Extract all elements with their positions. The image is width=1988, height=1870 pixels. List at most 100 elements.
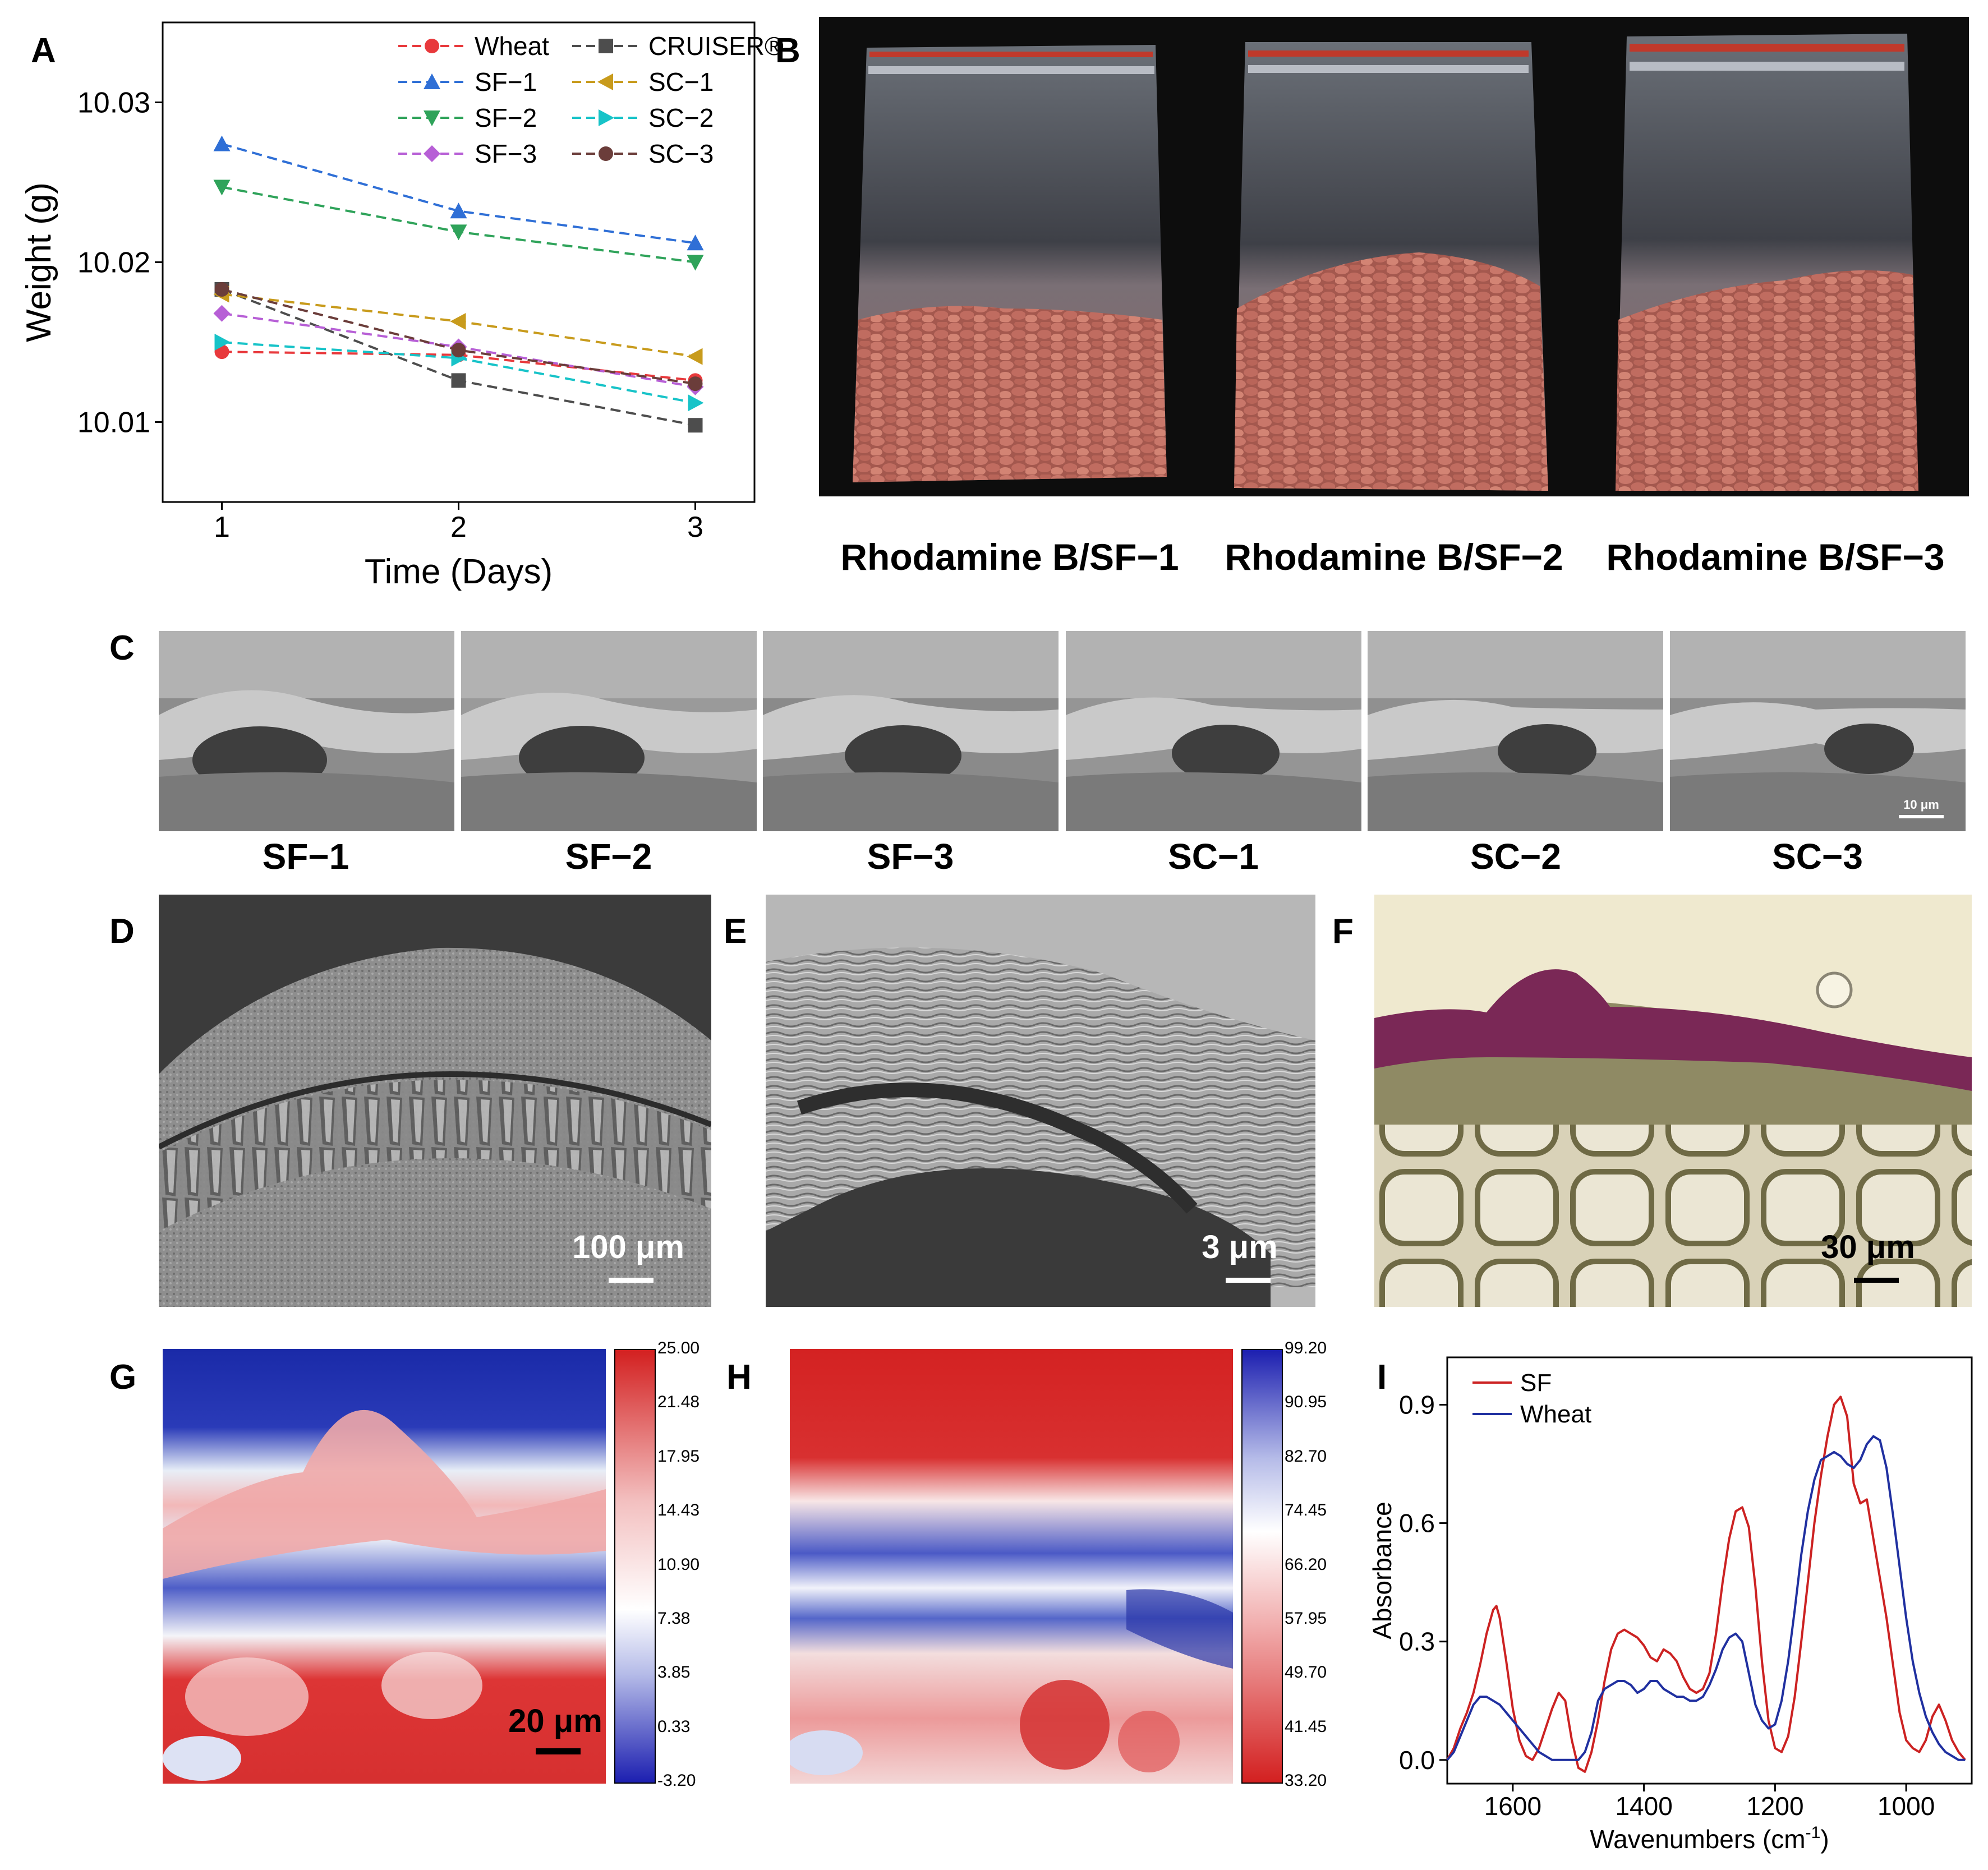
scalebar-label-e: 3 μm [1202, 1229, 1278, 1265]
caption-sf1: SF−1 [262, 836, 349, 877]
colorbar-tick-label: -3.20 [657, 1771, 696, 1790]
legend-item: SC−1 [572, 67, 714, 96]
data-point [687, 348, 703, 365]
caption-rhodamine-sf3: Rhodamine B/SF−3 [1606, 536, 1945, 578]
y-axis-label: Absorbance [1368, 1501, 1397, 1639]
colorbar-tick-label: 49.70 [1285, 1663, 1327, 1682]
data-point [214, 282, 229, 297]
legend-label: Wheat [1520, 1401, 1591, 1428]
sem-image-2 [461, 631, 757, 831]
scalebar-c [1899, 815, 1944, 818]
data-point [451, 343, 466, 358]
y-tick-label: 10.03 [77, 87, 150, 119]
colorbar-tick-label: 3.85 [657, 1663, 691, 1682]
y-tick-label: 10.02 [77, 247, 150, 279]
series-2 [213, 135, 704, 251]
data-point [451, 373, 466, 388]
colorbar-tick-label: 90.95 [1285, 1393, 1327, 1412]
sem-seed-overview [159, 895, 711, 1307]
series-5 [214, 334, 704, 412]
data-point [688, 418, 703, 433]
colorbar-tick-label: 25.00 [657, 1339, 700, 1357]
caption-sc2: SC−2 [1470, 836, 1561, 877]
y-tick-label: 10.01 [77, 407, 150, 439]
spectrum-sf [1446, 1395, 1966, 1773]
panel-i-ftir-chart: 1600 1400 1200 1000 0.0 0.3 0.6 0.9 Wavenumbers … [1368, 1356, 1973, 1854]
data-point [213, 179, 231, 196]
colorbar-tick-label: 66.20 [1285, 1555, 1327, 1574]
scalebar-d [609, 1278, 654, 1283]
legend-label: SF−2 [475, 103, 537, 132]
sem-image-6 [1670, 631, 1966, 831]
scalebar-label-d: 100 μm [572, 1229, 684, 1265]
panel-letter-e: E [724, 912, 747, 951]
scalebar-e [1226, 1278, 1271, 1283]
colorbar-tick-label: 17.95 [657, 1447, 700, 1466]
legend-item: Wheat [398, 31, 549, 61]
x-axis-label-main: Wavenumbers (cm [1590, 1825, 1805, 1854]
x-axis-label: Time (Days) [365, 552, 553, 591]
colorbar-tick-label: 7.38 [657, 1609, 691, 1628]
panel-letter-a: A [31, 31, 56, 70]
legend-item: SF−1 [398, 67, 537, 96]
data-point [214, 334, 231, 351]
colorbar-tick-label: 41.45 [1285, 1717, 1327, 1736]
legend-label: SF−1 [475, 67, 537, 96]
legend-marker [599, 39, 613, 53]
legend-marker [599, 109, 614, 126]
data-point [450, 312, 466, 330]
panel-letter-c: C [109, 629, 135, 667]
colorbar-g-ticks: 25.00 21.48 17.95 14.43 10.90 7.38 3.85 0.33 -3.… [657, 1339, 736, 1790]
series-7 [214, 282, 703, 391]
data-point [450, 224, 467, 241]
panel-letter-g: G [109, 1358, 137, 1397]
legend-label: SF−3 [475, 139, 537, 168]
legend-label: SC−3 [648, 139, 714, 168]
legend-marker [424, 73, 440, 89]
legend-label: Wheat [475, 31, 549, 61]
seed-bag-1 [853, 45, 1167, 482]
colorbar-tick-label: 74.45 [1285, 1501, 1327, 1520]
panel-letter-f: F [1332, 912, 1354, 951]
x-tick-label: 1000 [1877, 1791, 1935, 1821]
data-point [688, 376, 703, 391]
legend-marker [425, 39, 439, 53]
data-point [213, 135, 231, 151]
colorbar-g [614, 1349, 656, 1784]
panel-a-weight-chart: 1 2 3 10.01 10.02 10.03 Time (Days) Weight (g) W… [20, 21, 784, 591]
caption-sc3: SC−3 [1772, 836, 1863, 877]
x-tick-label: 3 [687, 511, 703, 544]
sem-coating-cross-section [766, 895, 1315, 1307]
legend-item: SC−2 [572, 103, 714, 132]
colorbar-tick-label: 14.43 [657, 1501, 700, 1520]
data-point [450, 202, 467, 219]
seed-bags-photo [819, 17, 1969, 496]
legend-label: SF [1520, 1369, 1552, 1397]
data-point [213, 305, 231, 322]
seed-bag-2 [1234, 42, 1548, 491]
scalebar-g [536, 1748, 581, 1754]
panel-letter-i: I [1377, 1358, 1387, 1397]
caption-rhodamine-sf1: Rhodamine B/SF−1 [840, 536, 1179, 578]
legend-marker [424, 110, 440, 126]
x-tick-label: 1600 [1484, 1791, 1541, 1821]
y-tick-label: 0.3 [1399, 1627, 1435, 1656]
series-line [222, 288, 696, 385]
raman-map-h [790, 1349, 1233, 1784]
panel-letter-h: H [726, 1358, 752, 1397]
data-point [687, 255, 704, 271]
panel-letter-b: B [775, 31, 800, 70]
raman-map-g [163, 1349, 606, 1784]
legend-item: SF−2 [398, 103, 537, 132]
y-axis-label: Weight (g) [20, 182, 58, 342]
data-point [687, 234, 704, 251]
legend-item: CRUISER® [572, 31, 784, 61]
sem-image-5 [1368, 631, 1663, 831]
colorbar-h [1241, 1349, 1283, 1784]
legend-marker [597, 73, 613, 90]
x-tick-label: 1400 [1615, 1791, 1672, 1821]
x-tick-label: 1200 [1746, 1791, 1803, 1821]
legend-label: CRUISER® [648, 31, 784, 61]
colorbar-tick-label: 57.95 [1285, 1609, 1327, 1628]
colorbar-tick-label: 99.20 [1285, 1339, 1327, 1357]
